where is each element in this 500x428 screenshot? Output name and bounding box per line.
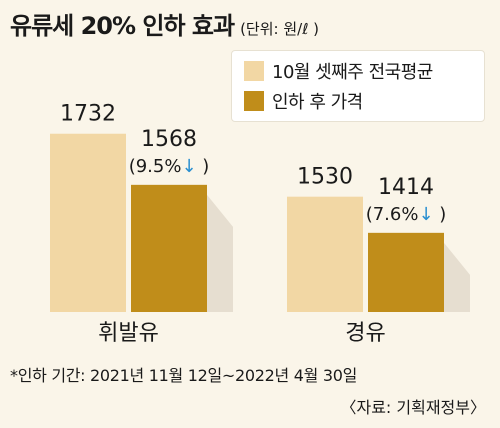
bar-after-cut (368, 232, 444, 312)
category-label: 휘발유 (98, 321, 159, 346)
bar-after-cut (131, 184, 207, 312)
footnote: *인하 기간: 2021년 11월 12일~2022년 4월 30일 (10, 366, 358, 385)
change-close: ) (197, 156, 210, 177)
legend: 10월 셋째주 전국평균 인하 후 가격 (231, 50, 485, 122)
value-label: 1568 (141, 127, 197, 152)
category-labels: 휘발유 경유 (98, 321, 386, 346)
legend-label: 10월 셋째주 전국평균 (272, 62, 433, 83)
change-close: ) (434, 204, 447, 225)
change-annotation: (9.5%↓ ) (129, 156, 210, 177)
bars (50, 133, 444, 312)
down-arrow-icon: ↓ (418, 204, 433, 225)
category-label: 경유 (345, 321, 385, 346)
legend-item-october-average: 10월 셋째주 전국평균 (244, 58, 433, 84)
chart-title: 유류세 20% 인하 효과 (10, 12, 235, 40)
change-percent: (9.5% (129, 156, 182, 177)
legend-swatch (244, 91, 264, 111)
value-label: 1530 (297, 165, 353, 190)
unit-label: (단위: 원/ℓ ) (240, 20, 320, 38)
legend-swatch (244, 61, 264, 81)
change-percent: (7.6% (366, 204, 419, 225)
value-label: 1732 (60, 102, 116, 127)
value-label: 1414 (378, 175, 434, 200)
bar-shadow (207, 194, 233, 312)
bar-shadow (444, 242, 470, 312)
bar-shadows (207, 194, 470, 312)
legend-item-after-cut: 인하 후 가격 (244, 88, 363, 114)
title-block: 유류세 20% 인하 효과 (단위: 원/ℓ ) (10, 6, 319, 41)
source: 〈자료: 기획재정부〉 (340, 398, 486, 417)
change-annotation: (7.6%↓ ) (366, 204, 447, 225)
bar-october-average (287, 196, 363, 312)
down-arrow-icon: ↓ (181, 156, 196, 177)
legend-label: 인하 후 가격 (272, 92, 363, 113)
bar-october-average (50, 133, 126, 312)
